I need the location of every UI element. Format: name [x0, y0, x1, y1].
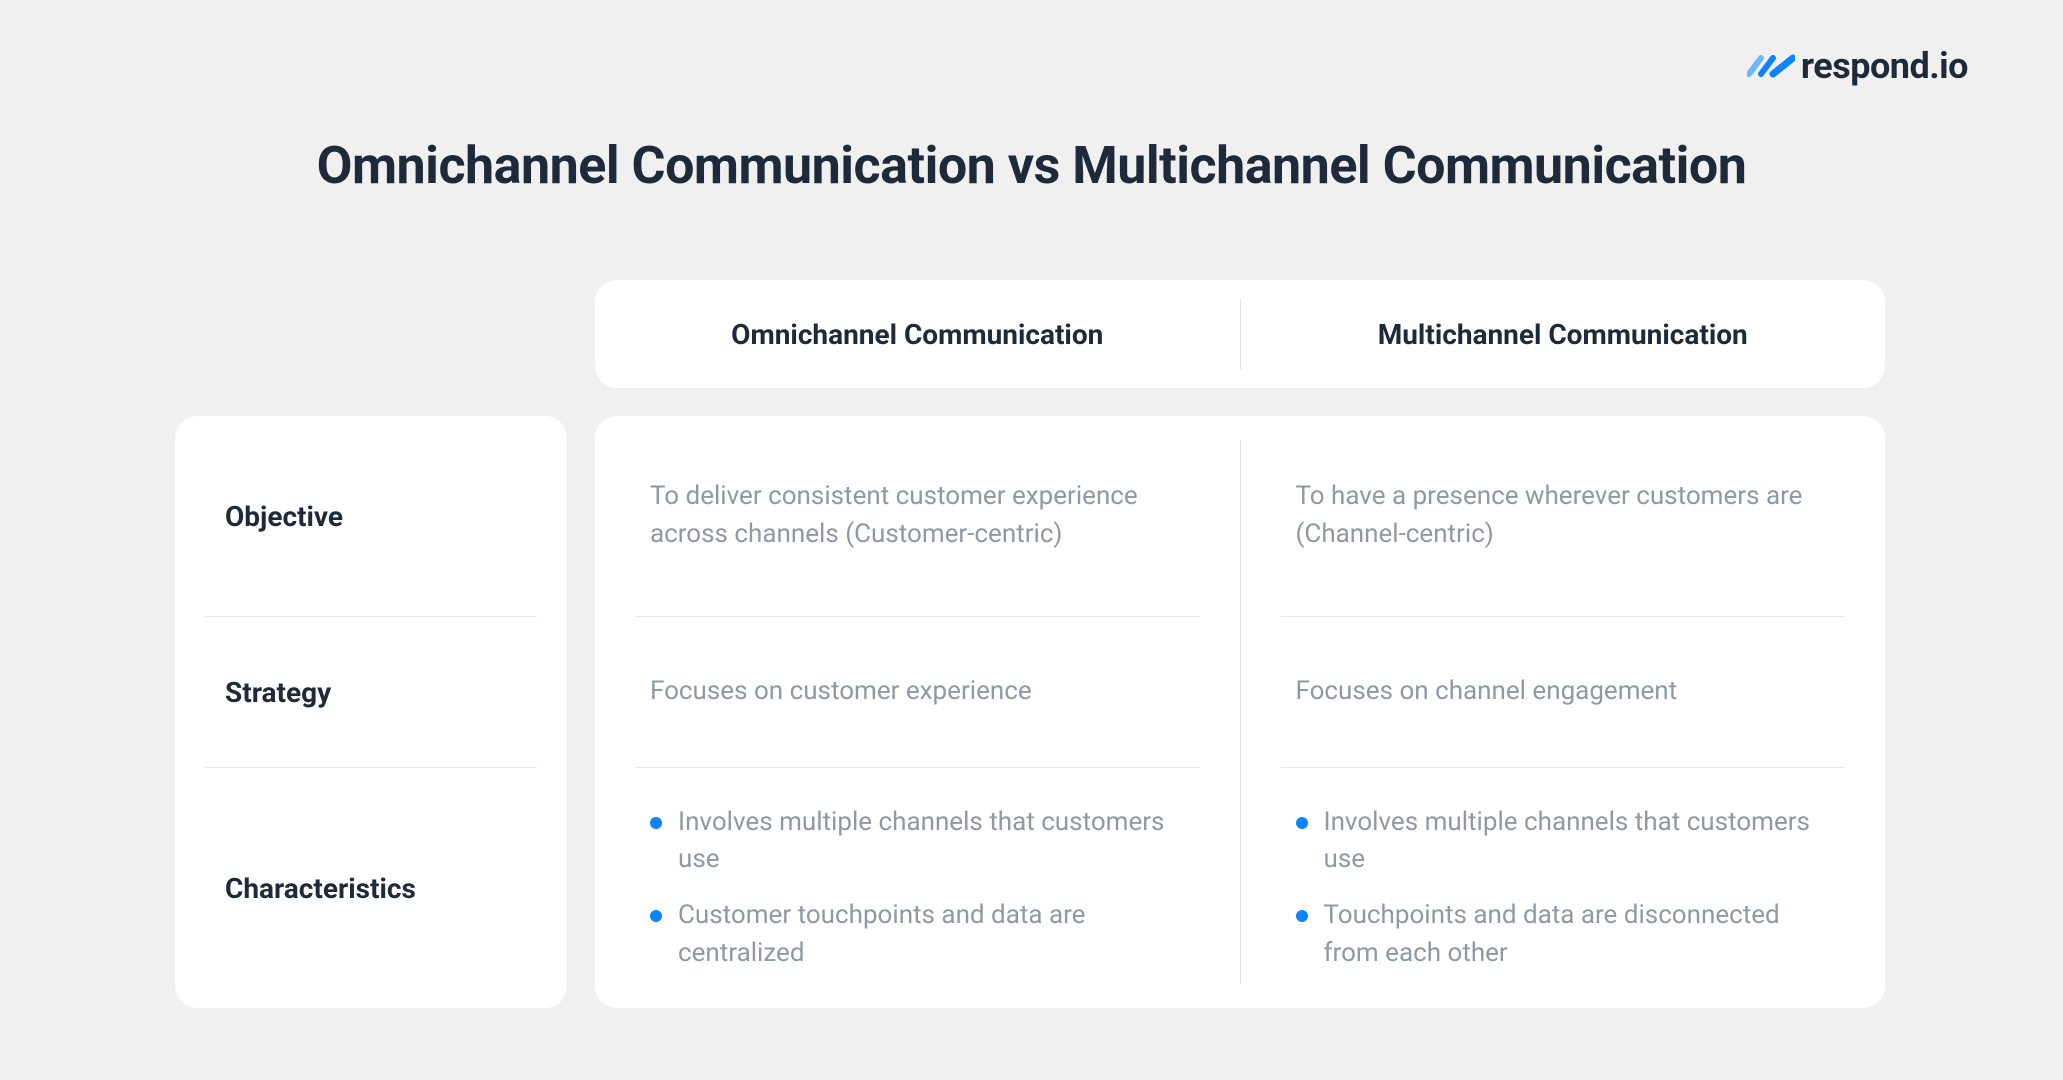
brand-logo-icon — [1747, 50, 1795, 82]
cell-characteristics-omni: Involves multiple channels that customer… — [595, 768, 1240, 1008]
table-body-row: Objective Strategy Characteristics To de… — [175, 416, 1885, 1008]
column-header-multichannel: Multichannel Communication — [1241, 280, 1886, 388]
column-header-omnichannel: Omnichannel Communication — [595, 280, 1240, 388]
bullet-dot-icon — [1296, 817, 1308, 829]
brand-logo-text: respond.io — [1801, 45, 1968, 87]
cell-objective-omni: To deliver consistent customer experienc… — [595, 416, 1240, 616]
bullet-item: Touchpoints and data are disconnected fr… — [1296, 897, 1836, 972]
row-labels-card: Objective Strategy Characteristics — [175, 416, 567, 1008]
cell-objective-multi: To have a presence wherever customers ar… — [1241, 416, 1886, 616]
cell-strategy-multi: Focuses on channel engagement — [1241, 617, 1886, 767]
bullet-dot-icon — [650, 910, 662, 922]
bullet-text: Involves multiple channels that customer… — [678, 804, 1190, 879]
bullet-item: Involves multiple channels that customer… — [1296, 804, 1836, 879]
body-col-multichannel: To have a presence wherever customers ar… — [1241, 416, 1886, 1008]
comparison-table: Omnichannel Communication Multichannel C… — [175, 280, 1885, 1008]
cell-text: To have a presence wherever customers ar… — [1296, 478, 1836, 553]
bullet-text: Involves multiple channels that customer… — [1324, 804, 1836, 879]
cell-characteristics-multi: Involves multiple channels that customer… — [1241, 768, 1886, 1008]
brand-logo: respond.io — [1747, 45, 1968, 87]
bullet-item: Involves multiple channels that customer… — [650, 804, 1190, 879]
bullet-text: Touchpoints and data are disconnected fr… — [1324, 897, 1836, 972]
bullet-list: Involves multiple channels that customer… — [1296, 804, 1836, 973]
bullet-dot-icon — [1296, 910, 1308, 922]
bullet-text: Customer touchpoints and data are centra… — [678, 897, 1190, 972]
page-title: Omnichannel Communication vs Multichanne… — [0, 135, 2063, 196]
body-card: To deliver consistent customer experienc… — [595, 416, 1885, 1008]
bullet-list: Involves multiple channels that customer… — [650, 804, 1190, 973]
row-label-objective: Objective — [175, 416, 567, 616]
cell-strategy-omni: Focuses on customer experience — [595, 617, 1240, 767]
header-card: Omnichannel Communication Multichannel C… — [595, 280, 1885, 388]
body-col-omnichannel: To deliver consistent customer experienc… — [595, 416, 1240, 1008]
row-label-characteristics: Characteristics — [175, 768, 567, 1008]
header-spacer — [175, 280, 595, 388]
cell-text: Focuses on channel engagement — [1296, 673, 1836, 711]
bullet-item: Customer touchpoints and data are centra… — [650, 897, 1190, 972]
cell-text: To deliver consistent customer experienc… — [650, 478, 1190, 553]
bullet-dot-icon — [650, 817, 662, 829]
cell-text: Focuses on customer experience — [650, 673, 1190, 711]
table-header-row: Omnichannel Communication Multichannel C… — [175, 280, 1885, 388]
row-label-strategy: Strategy — [175, 617, 567, 767]
